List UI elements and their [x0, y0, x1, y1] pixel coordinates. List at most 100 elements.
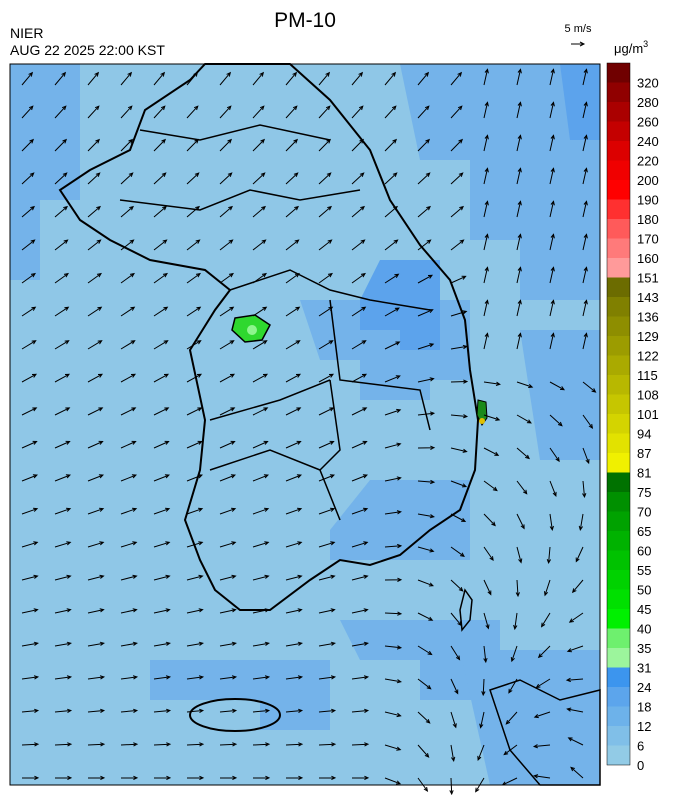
colorbar-label: 220 — [637, 154, 659, 169]
wind-arrow — [483, 546, 494, 562]
wind-arrow — [483, 414, 501, 421]
wind-arrow — [285, 641, 303, 647]
wind-arrow — [186, 440, 203, 449]
wind-arrow — [318, 172, 332, 185]
wind-arrow — [54, 507, 72, 515]
colorbar-label: 18 — [637, 700, 651, 715]
colorbar-label: 115 — [637, 368, 658, 383]
wind-arrow — [582, 299, 588, 317]
colorbar-segment — [607, 199, 630, 219]
wind-arrow — [450, 239, 465, 251]
wind-arrow — [219, 440, 236, 449]
wind-arrow — [479, 711, 485, 729]
wind-arrow — [483, 332, 489, 350]
wind-arrow — [252, 641, 270, 647]
wind-arrow — [219, 239, 234, 251]
colorbar-segment — [607, 667, 630, 687]
wind-arrow — [582, 414, 594, 429]
wind-arrow — [186, 608, 204, 614]
province-borders — [119, 124, 431, 521]
colorbar-segment — [607, 628, 630, 648]
wind-arrow — [219, 306, 235, 317]
wind-arrow — [565, 677, 584, 683]
wind-arrow — [285, 574, 303, 581]
wind-arrow — [54, 440, 71, 449]
wind-arrow — [186, 340, 202, 350]
wind-arrow — [252, 373, 269, 383]
wind-arrow — [582, 134, 588, 152]
wind-arrow — [219, 474, 236, 482]
wind-arrow — [87, 775, 106, 781]
wind-arrow — [153, 474, 170, 482]
colorbar-label: 108 — [637, 388, 659, 403]
tsushima-island — [459, 588, 473, 632]
wind-arrow — [450, 645, 461, 661]
wind-arrow — [87, 641, 105, 647]
wind-arrow — [219, 373, 236, 383]
wind-arrow — [351, 675, 370, 680]
wind-arrow — [318, 641, 336, 647]
wind-arrow — [351, 205, 365, 218]
colorbar-label: 122 — [637, 349, 659, 364]
colorbar-label: 6 — [637, 739, 644, 754]
colorbar-label: 0 — [637, 758, 644, 773]
wind-arrow — [120, 340, 136, 350]
wind-arrow — [21, 708, 40, 714]
wind-arrow — [318, 742, 337, 747]
wind-arrow — [318, 205, 332, 218]
wind-arrow — [219, 541, 237, 548]
wind-arrow — [252, 440, 269, 449]
wind-arrow — [351, 340, 367, 350]
wind-arrow — [516, 134, 522, 152]
wind-arrow — [285, 373, 302, 383]
wind-arrow — [252, 541, 270, 548]
wind-arrow — [483, 134, 489, 152]
wind-arrow — [516, 480, 528, 495]
wind-arrow — [516, 266, 522, 284]
unit-exponent: 3 — [643, 39, 648, 49]
colorbar: 0 6 12 18 24 31 35 40 45 50 55 60 65 70 75 81 87 94 101 108… — [606, 62, 659, 773]
wind-arrow — [153, 641, 171, 647]
colorbar-label: 45 — [637, 602, 651, 617]
wind-arrow — [450, 513, 467, 523]
wind-arrow — [450, 744, 456, 762]
colorbar-segment — [607, 180, 630, 200]
wind-arrow — [537, 645, 551, 659]
wind-arrow — [120, 272, 135, 284]
wind-legend-arrow — [571, 41, 586, 47]
wind-arrow — [54, 71, 67, 86]
unit-text: μg/m — [614, 41, 643, 56]
wind-arrow — [450, 379, 469, 384]
wind-arrow — [120, 507, 138, 515]
wind-arrow — [516, 233, 522, 251]
wind-arrow — [571, 579, 584, 594]
wind-arrow — [450, 205, 464, 218]
unit: μg/m3 — [614, 39, 648, 56]
wind-arrow — [417, 309, 434, 317]
wind-arrow — [54, 742, 73, 747]
wind-arrow — [285, 507, 303, 515]
wind-arrow — [285, 239, 300, 251]
wind-arrow — [87, 272, 102, 284]
colorbar-segment — [607, 82, 630, 102]
wind-arrow — [516, 447, 530, 460]
colorbar-label: 136 — [637, 310, 659, 325]
wind-arrow — [120, 775, 139, 781]
wind-arrow — [54, 172, 68, 185]
wind-arrow — [384, 744, 402, 751]
wind-arrow — [87, 306, 103, 317]
wind-arrow — [351, 708, 370, 714]
wind-arrow — [21, 608, 39, 614]
wind-arrow — [54, 205, 68, 218]
wind-arrow — [582, 332, 588, 350]
wind-arrow — [567, 737, 584, 746]
wind-arrow — [87, 675, 106, 680]
wind-arrow — [384, 341, 401, 350]
wind-arrow — [285, 440, 302, 449]
colorbar-label: 87 — [637, 446, 651, 461]
wind-arrow — [483, 447, 500, 456]
wind-arrow — [219, 608, 237, 614]
wind-arrow — [186, 373, 203, 383]
wind-arrow — [120, 172, 134, 185]
